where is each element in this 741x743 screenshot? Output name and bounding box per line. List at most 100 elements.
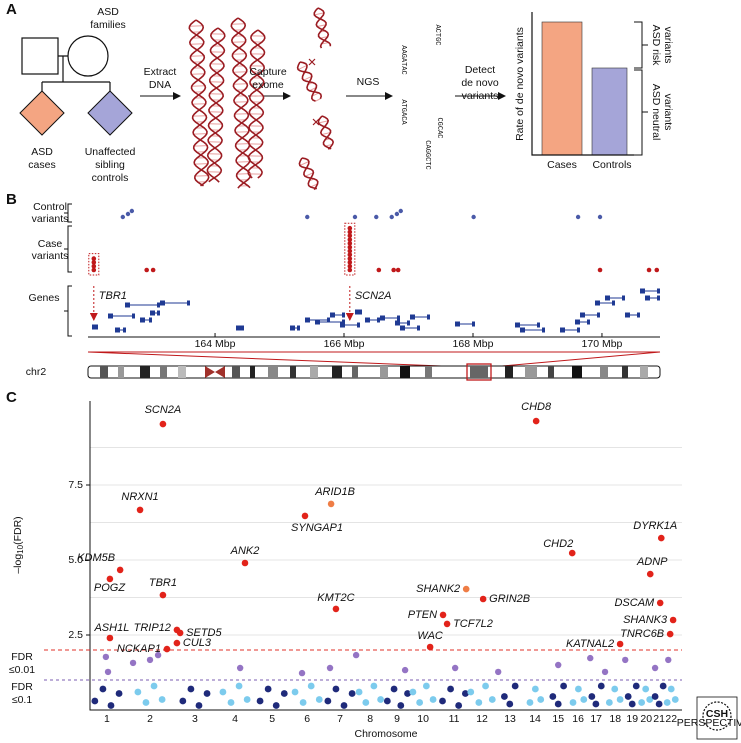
band	[572, 366, 582, 378]
background-point	[397, 702, 405, 709]
dna-rung	[314, 12, 325, 16]
gene-highlight-label: SCN2A	[355, 290, 392, 302]
exon	[597, 312, 600, 318]
gene-label: CHD2	[543, 538, 573, 550]
gene-label: GRIN2B	[489, 593, 530, 605]
elevated-point	[555, 661, 562, 669]
gene-label: PTEN	[408, 609, 437, 621]
threshold-label: FDR	[11, 651, 33, 663]
exon	[657, 288, 660, 294]
chromosome-label: chr2	[26, 366, 47, 378]
y-axis-label: –log10(FDR)	[12, 516, 25, 573]
band	[232, 366, 240, 378]
x-tick-label: 8	[367, 713, 373, 725]
exon	[342, 312, 345, 318]
case-variant	[347, 233, 353, 239]
band	[425, 366, 432, 378]
pedigree-label: families	[90, 19, 126, 31]
cut-mark	[312, 118, 320, 126]
x-tick-label: 168 Mbp	[453, 338, 494, 350]
gene-point	[532, 417, 540, 425]
gene-point	[116, 566, 124, 574]
step-label: variants	[462, 90, 499, 102]
background-point	[616, 696, 624, 703]
x-tick-label: 16	[572, 713, 584, 725]
step-label: NGS	[357, 76, 380, 88]
dna-helix	[298, 157, 319, 191]
x-tick-label: 12	[476, 713, 488, 725]
elevated-point	[129, 659, 137, 667]
x-tick-label: 10	[417, 713, 429, 725]
dna-helix	[230, 17, 252, 189]
background-point	[531, 685, 539, 693]
case-variant	[347, 241, 353, 246]
x-tick-label: 7	[337, 713, 343, 725]
row-label: Case	[38, 238, 63, 250]
row-label: Control	[33, 201, 67, 213]
band	[100, 366, 108, 378]
exon	[407, 320, 410, 326]
panel-label: C	[6, 389, 17, 406]
exon	[542, 327, 545, 333]
row-label: variants	[32, 250, 69, 262]
background-point	[235, 682, 243, 690]
gene-point	[136, 506, 144, 514]
case-variant	[91, 260, 97, 265]
risk-bracket	[634, 21, 648, 69]
dna-strand	[230, 17, 252, 189]
x-tick-label: 4	[232, 713, 238, 725]
exon	[241, 325, 244, 331]
background-point	[332, 685, 340, 693]
dna-rung	[297, 64, 308, 70]
dna-strand	[317, 115, 332, 150]
band	[352, 366, 358, 378]
background-point	[422, 682, 430, 690]
background-point	[667, 685, 675, 693]
dna-rung	[299, 161, 310, 166]
step-label: exome	[252, 79, 284, 91]
case-variant	[144, 267, 149, 273]
band	[548, 366, 554, 378]
background-point	[256, 697, 264, 705]
cases-bar	[541, 21, 583, 156]
control-variant	[305, 214, 310, 220]
x-tick-label: 14	[529, 713, 541, 725]
gene-label: KATNAL2	[566, 638, 614, 650]
case-variant	[347, 256, 353, 261]
background-point	[243, 696, 251, 703]
gene-label: CUL3	[183, 637, 212, 649]
y-tick-label: 7.5	[68, 479, 83, 491]
y-axis-label-part: 10	[16, 544, 25, 553]
threshold-label: ≤0.1	[12, 694, 33, 706]
case-variant	[347, 229, 353, 235]
background-point	[115, 690, 123, 697]
panel-label: B	[6, 191, 17, 208]
gene-point	[176, 629, 184, 637]
exon	[95, 324, 98, 330]
dna-strand	[299, 61, 318, 102]
gene-point	[462, 585, 470, 593]
logo-ring	[702, 701, 732, 731]
exon	[187, 300, 190, 306]
background-point	[671, 696, 679, 703]
step-label: de novo	[461, 77, 499, 89]
gene-point	[479, 595, 487, 603]
case-variant	[646, 267, 652, 273]
sequence: CGCAC	[435, 117, 443, 138]
pedigree-label: ASD	[97, 6, 119, 18]
gene-label: SCN2A	[145, 404, 182, 416]
band	[178, 366, 186, 378]
band	[160, 366, 167, 378]
background-point	[455, 702, 463, 709]
elevated-point	[651, 664, 659, 672]
dna-strand	[247, 29, 266, 179]
sequence: ACTGC	[433, 24, 441, 45]
background-point	[179, 697, 187, 705]
background-point	[549, 693, 557, 700]
exon	[357, 322, 360, 328]
exon	[657, 295, 660, 301]
bar-axes	[531, 12, 634, 156]
step-label: DNA	[149, 79, 171, 91]
background-point	[142, 699, 150, 706]
exon	[330, 312, 335, 318]
